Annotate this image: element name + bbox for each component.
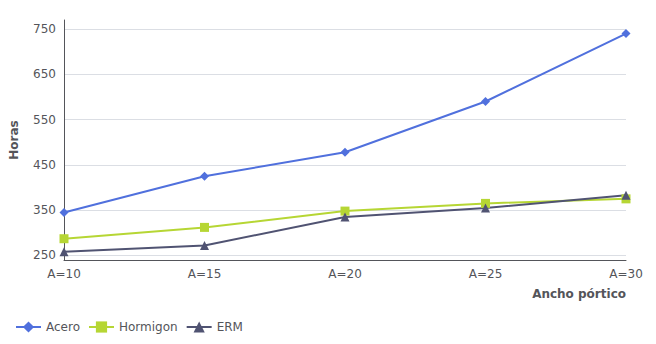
svg-text:A=15: A=15: [188, 267, 222, 281]
svg-text:250: 250: [33, 248, 56, 262]
svg-text:Horas: Horas: [7, 120, 21, 159]
svg-text:ERM: ERM: [217, 320, 243, 334]
svg-text:550: 550: [33, 113, 56, 127]
svg-text:A=30: A=30: [609, 267, 643, 281]
svg-text:A=25: A=25: [469, 267, 503, 281]
svg-text:Ancho pórtico: Ancho pórtico: [532, 287, 626, 301]
svg-text:350: 350: [33, 203, 56, 217]
svg-text:750: 750: [33, 22, 56, 36]
svg-text:A=10: A=10: [47, 267, 81, 281]
svg-text:Hormigon: Hormigon: [119, 320, 178, 334]
svg-text:A=20: A=20: [328, 267, 362, 281]
svg-text:Acero: Acero: [46, 320, 80, 334]
svg-text:650: 650: [33, 67, 56, 81]
svg-text:450: 450: [33, 158, 56, 172]
